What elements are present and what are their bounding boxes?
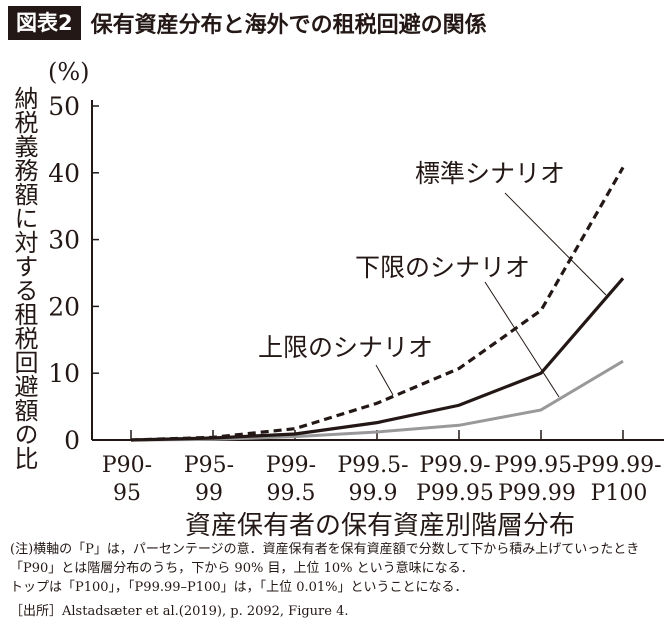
leader-line [484,281,560,398]
title-bar: 図表2 保有資産分布と海外での租税回避の関係 [8,6,487,40]
x-tick-label: P99.99- [576,453,661,478]
x-tick-label: P99.95- [494,453,579,478]
notes: (注)横軸の「P」は，パーセンテージの意．資産保有者を保有資産額で分数して下から… [10,540,639,597]
x-tick-label: P99.9- [419,453,490,478]
x-tick-label: 99.5 [267,481,316,506]
source: ［出所］Alstadsæter et al.(2019), p. 2092, F… [10,604,349,619]
x-tick-label: 95 [113,481,141,506]
y-tick-label: 20 [48,292,80,321]
series-line-0 [130,166,625,442]
x-axis-label: 資産保有者の保有資産別階層分布 [184,511,575,541]
chart-title: 保有資産分布と海外での租税回避の関係 [90,13,487,38]
series-label: 標準シナリオ [415,159,565,188]
x-tick-label: P99.5- [337,453,408,478]
y-axis-unit: (%) [48,58,90,86]
note-line: 「P90」とは階層分布のうち，下から 90% 目，上位 10% という意味になる… [10,561,474,576]
x-tick-label: P90- [102,453,152,478]
x-tick-label: P99- [266,453,316,478]
y-tick-label: 40 [48,159,80,188]
x-tick-label: 99 [195,481,223,506]
figure-label: 図表2 [8,6,81,40]
note-line: トップは「P100」，「P99.99–P100」は，「上位 0.01%」というこ… [10,580,468,595]
y-tick-label: 10 [48,359,80,388]
y-tick-label: 30 [48,226,80,255]
leader-line [375,364,394,396]
leader-line [504,192,607,296]
x-tick-label: P99.95 [416,481,494,506]
series-label: 上限のシナリオ [258,333,433,362]
y-axis-label: 納税義務額に対する租税回避額の比 [10,86,38,470]
y-tick-label: 50 [48,92,80,121]
x-tick-label: P99.99 [498,481,576,506]
series-label: 下限のシナリオ [355,253,530,282]
note-line: (注)横軸の「P」は，パーセンテージの意．資産保有者を保有資産額で分数して下から… [10,542,640,557]
y-tick-label: 0 [64,426,80,455]
x-tick-label: 99.9 [349,481,398,506]
x-tick-label: P100 [591,481,648,506]
series-line-2 [130,359,624,442]
x-tick-label: P95- [184,453,234,478]
